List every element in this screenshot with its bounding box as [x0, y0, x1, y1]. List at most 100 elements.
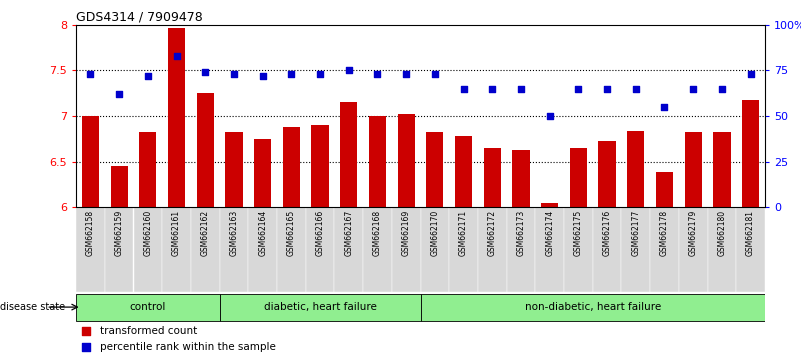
Text: GSM662181: GSM662181 [746, 210, 755, 256]
Bar [506, 207, 535, 292]
Bar [363, 207, 392, 292]
Text: transformed count: transformed count [100, 326, 198, 336]
Text: GSM662167: GSM662167 [344, 210, 353, 256]
Point [84, 71, 97, 77]
Point [170, 53, 183, 59]
Bar [421, 207, 449, 292]
Text: GSM662175: GSM662175 [574, 210, 583, 256]
Bar [139, 132, 156, 207]
Bar [134, 207, 162, 292]
Bar [622, 207, 650, 292]
Text: GSM662166: GSM662166 [316, 210, 324, 256]
Bar [111, 166, 127, 207]
Bar [570, 148, 587, 207]
Bar [219, 293, 421, 321]
Bar [685, 132, 702, 207]
Point [486, 86, 499, 91]
Bar [76, 293, 219, 321]
Text: GSM662168: GSM662168 [373, 210, 382, 256]
Text: GSM662170: GSM662170 [430, 210, 440, 256]
Point [457, 86, 470, 91]
Text: GSM662179: GSM662179 [689, 210, 698, 256]
Point [400, 71, 413, 77]
Text: GSM662173: GSM662173 [517, 210, 525, 256]
Text: GDS4314 / 7909478: GDS4314 / 7909478 [76, 11, 203, 24]
Bar [219, 207, 248, 292]
Point [543, 113, 556, 119]
Text: non-diabetic, heart failure: non-diabetic, heart failure [525, 302, 661, 312]
Text: GSM662163: GSM662163 [229, 210, 239, 256]
Point [285, 71, 298, 77]
Text: GSM662162: GSM662162 [201, 210, 210, 256]
Bar [334, 207, 363, 292]
Point [80, 328, 93, 334]
Point [80, 344, 93, 350]
Point [199, 69, 211, 75]
Text: GSM662160: GSM662160 [143, 210, 152, 256]
Bar [426, 132, 444, 207]
Bar [713, 132, 731, 207]
Bar [397, 114, 415, 207]
Point [256, 73, 269, 79]
Bar [368, 116, 386, 207]
Point [658, 104, 671, 110]
Text: GSM662164: GSM662164 [258, 210, 268, 256]
Bar [650, 207, 678, 292]
Bar [656, 172, 673, 207]
Bar [535, 207, 564, 292]
Text: GSM662180: GSM662180 [718, 210, 727, 256]
Bar [105, 207, 134, 292]
Text: control: control [130, 302, 166, 312]
Text: GSM662169: GSM662169 [401, 210, 411, 256]
Point [429, 71, 441, 77]
Bar [598, 142, 616, 207]
Bar [76, 207, 105, 292]
Bar [340, 102, 357, 207]
Point [142, 73, 155, 79]
Point [572, 86, 585, 91]
Bar [593, 207, 622, 292]
Bar [392, 207, 421, 292]
Bar [449, 207, 478, 292]
Point [314, 71, 327, 77]
Text: GSM662177: GSM662177 [631, 210, 640, 256]
Bar [707, 207, 736, 292]
Text: GSM662158: GSM662158 [86, 210, 95, 256]
Bar [541, 202, 558, 207]
Bar [455, 136, 472, 207]
Text: GSM662178: GSM662178 [660, 210, 669, 256]
Point [371, 71, 384, 77]
Text: GSM662171: GSM662171 [459, 210, 468, 256]
Text: GSM662172: GSM662172 [488, 210, 497, 256]
Bar [513, 150, 529, 207]
Bar [254, 139, 272, 207]
Bar [306, 207, 334, 292]
Bar [191, 207, 219, 292]
Point [342, 68, 355, 73]
Bar [162, 207, 191, 292]
Text: GSM662176: GSM662176 [602, 210, 612, 256]
Bar [736, 207, 765, 292]
Bar [168, 28, 185, 207]
Bar [225, 132, 243, 207]
Bar [421, 293, 765, 321]
Bar [478, 207, 506, 292]
Text: diabetic, heart failure: diabetic, heart failure [264, 302, 376, 312]
Text: disease state: disease state [0, 302, 65, 312]
Point [514, 86, 527, 91]
Bar [678, 207, 707, 292]
Bar [248, 207, 277, 292]
Text: GSM662174: GSM662174 [545, 210, 554, 256]
Point [686, 86, 699, 91]
Point [744, 71, 757, 77]
Bar [312, 125, 328, 207]
Text: GSM662161: GSM662161 [172, 210, 181, 256]
Point [113, 91, 126, 97]
Point [630, 86, 642, 91]
Bar [564, 207, 593, 292]
Bar [82, 116, 99, 207]
Point [227, 71, 240, 77]
Point [601, 86, 614, 91]
Point [715, 86, 728, 91]
Text: GSM662159: GSM662159 [115, 210, 123, 256]
